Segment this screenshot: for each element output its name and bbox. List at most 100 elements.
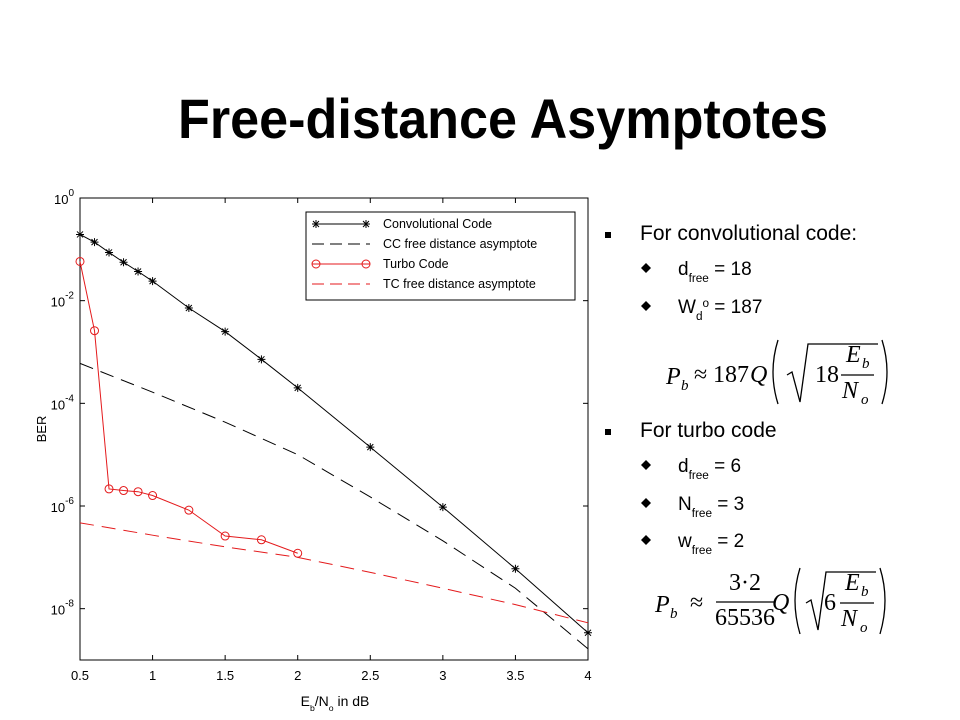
- marker: [312, 220, 320, 228]
- marker: [184, 505, 194, 515]
- marker: [90, 326, 100, 336]
- text-part: = 187: [709, 297, 762, 318]
- y-axis-label: BER: [34, 416, 49, 443]
- x-tick-label: 3.5: [506, 668, 524, 683]
- series-line: [79, 234, 589, 634]
- formula-decoration: [716, 567, 886, 635]
- text-part: free: [692, 507, 713, 520]
- text-part: N: [678, 494, 692, 515]
- rich-text: dfree = 18: [678, 259, 752, 285]
- marker: [119, 258, 128, 267]
- formula-text: P: [665, 364, 681, 390]
- bullet-text: For convolutional code:: [640, 222, 857, 245]
- x-tick-label: 4: [584, 668, 591, 683]
- series-line: [79, 362, 589, 650]
- y-tick-label: 10-6: [51, 496, 75, 515]
- formula-text: b: [681, 378, 689, 394]
- marker: [119, 486, 129, 496]
- formula-text: 65536: [715, 605, 775, 631]
- text-part: E: [301, 693, 310, 709]
- formula-text: 18: [815, 362, 839, 388]
- x-tick-label: 0.5: [71, 668, 89, 683]
- marker: [511, 564, 520, 573]
- text-part: d: [678, 259, 689, 280]
- formula-text: o: [861, 392, 869, 408]
- formula-text: o: [860, 620, 868, 636]
- formula-text: 3·2: [729, 570, 761, 596]
- marker: [366, 443, 375, 452]
- text-part: d: [696, 310, 703, 323]
- text-part: free: [689, 469, 710, 482]
- marker: [362, 220, 370, 228]
- marker: [584, 628, 592, 637]
- marker: [133, 487, 143, 497]
- text-part: /N: [315, 693, 329, 709]
- formula-text: N: [840, 606, 859, 632]
- bullet-text: For turbo code: [640, 419, 777, 442]
- bullet-diamond: [641, 498, 651, 508]
- x-tick-label: 2: [294, 668, 301, 683]
- text-part: b: [310, 703, 315, 713]
- text-part: w: [677, 531, 692, 552]
- marker: [220, 531, 230, 541]
- text-part: o: [702, 297, 709, 310]
- marker: [184, 303, 193, 312]
- text-part: d: [678, 456, 689, 477]
- formula-text: 6: [824, 590, 836, 616]
- text-part: W: [678, 297, 696, 318]
- text-part: = 2: [712, 531, 744, 552]
- marker: [361, 259, 371, 269]
- formula-text: b: [670, 606, 678, 622]
- text-part: = 18: [709, 259, 752, 280]
- legend-box: [305, 211, 576, 301]
- formula-text: N: [841, 378, 860, 404]
- marker: [90, 238, 99, 247]
- formula-text: ≈: [690, 590, 703, 616]
- x-tick-label: 1: [149, 668, 156, 683]
- legend-label: Convolutional Code: [383, 217, 492, 231]
- formula-text: ≈: [694, 362, 707, 388]
- rich-text: Wdo = 187: [678, 297, 762, 323]
- x-tick-label: 2.5: [361, 668, 379, 683]
- text-part: = 6: [709, 456, 741, 477]
- rich-text: Eb/No in dB: [301, 693, 370, 713]
- marker: [134, 267, 143, 276]
- bullet-diamond: [641, 460, 651, 470]
- text-part: o: [329, 703, 334, 713]
- marker: [148, 277, 157, 286]
- marker: [438, 503, 447, 512]
- formula-text: 187: [713, 362, 749, 388]
- formula-text: b: [861, 584, 869, 600]
- rich-text: Nfree = 3: [678, 494, 744, 520]
- series-line: [79, 261, 298, 554]
- y-tick-label: 10-2: [51, 291, 75, 310]
- marker: [76, 230, 84, 239]
- x-tick-label: 1.5: [216, 668, 234, 683]
- series-line: [79, 522, 589, 624]
- formula-text: Q: [772, 590, 789, 616]
- plot-frame: [79, 197, 589, 661]
- text-part: free: [689, 272, 710, 285]
- marker: [148, 491, 158, 501]
- text-part: in dB: [334, 693, 370, 709]
- formula: P b ≈ 187 Q 18 E b N o: [665, 342, 870, 408]
- x-tick-label: 3: [439, 668, 446, 683]
- text-part: = 3: [712, 494, 744, 515]
- marker: [293, 383, 302, 392]
- legend-label: Turbo Code: [383, 257, 449, 271]
- formula-text: E: [845, 342, 861, 368]
- y-tick-label: 10-8: [51, 599, 75, 618]
- formula-text: E: [844, 570, 860, 596]
- legend-label: CC free distance asymptote: [383, 237, 537, 251]
- formula-text: b: [862, 356, 870, 372]
- bullet-square: [605, 429, 611, 435]
- marker: [104, 484, 114, 494]
- y-tick-label: 100: [54, 188, 74, 207]
- formula: P b ≈ 3·2 65536 Q 6 E b N o: [654, 570, 869, 636]
- formula-decoration: [772, 339, 888, 405]
- bullet-diamond: [641, 301, 651, 311]
- slide-title: Free-distance Asymptotes: [178, 87, 828, 150]
- bullet-diamond: [641, 535, 651, 545]
